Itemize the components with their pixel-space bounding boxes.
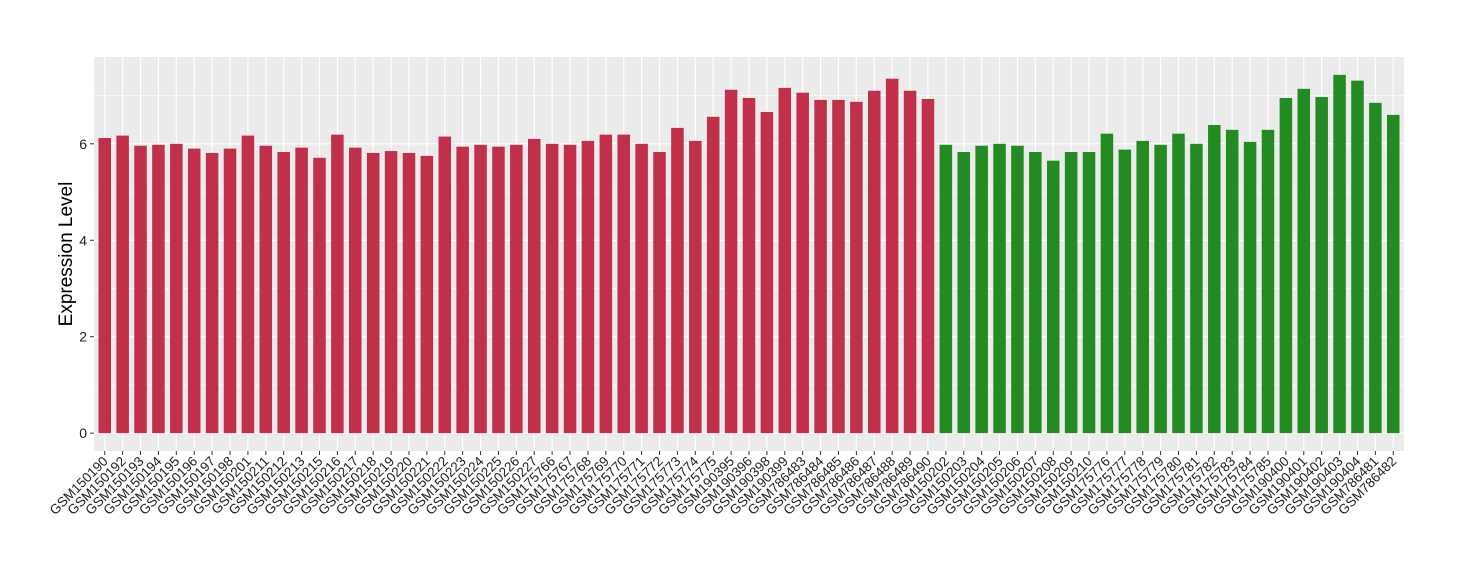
bar-GSM175783 (1225, 129, 1239, 434)
bar-GSM175772 (653, 152, 666, 434)
bar-GSM150203 (957, 152, 971, 434)
bar-GSM175782 (1208, 124, 1221, 434)
bar-GSM150217 (349, 147, 362, 434)
bar-GSM175785 (1261, 129, 1275, 434)
bar-GSM175784 (1243, 141, 1257, 434)
bar-GSM150195 (170, 143, 183, 434)
bar-GSM175773 (671, 127, 684, 434)
bar-GSM150227 (527, 138, 541, 434)
bar-GSM150201 (241, 135, 255, 434)
bar-GSM190401 (1297, 88, 1311, 434)
bar-GSM190396 (742, 97, 756, 434)
bar-GSM150196 (187, 148, 201, 434)
bar-GSM150218 (366, 152, 380, 434)
bar-GSM175780 (1172, 133, 1185, 434)
y-axis-label: Expression Level (56, 182, 77, 327)
bar-GSM150222 (438, 136, 452, 434)
bar-GSM786483 (796, 92, 809, 434)
y-tick-label: 6 (79, 136, 87, 152)
bar-GSM175776 (1100, 133, 1114, 434)
bar-GSM150192 (116, 135, 129, 434)
y-tick-label: 0 (79, 425, 87, 441)
bar-GSM150211 (259, 145, 273, 434)
bar-GSM175774 (689, 140, 702, 434)
bar-GSM150215 (313, 157, 326, 434)
x-axis: GSM150190GSM150192GSM150193GSM150194GSM1… (47, 451, 1399, 518)
bar-GSM786485 (832, 99, 845, 434)
bar-GSM786482 (1386, 114, 1400, 434)
bar-GSM175770 (617, 134, 630, 434)
bar-GSM150213 (295, 147, 308, 434)
y-tick-label: 2 (79, 329, 87, 345)
bar-GSM150220 (402, 152, 416, 434)
bar-GSM150194 (152, 144, 165, 434)
bar-GSM150198 (223, 148, 237, 434)
bar-GSM786487 (868, 90, 881, 434)
bar-GSM190399 (778, 87, 792, 434)
bar-GSM150209 (1064, 152, 1078, 434)
bar-GSM190398 (760, 111, 774, 434)
bar-GSM190403 (1333, 74, 1346, 434)
bar-GSM175777 (1118, 149, 1132, 434)
bar-GSM150224 (474, 144, 487, 434)
bar-GSM190404 (1351, 80, 1364, 434)
bar-GSM150208 (1046, 160, 1060, 434)
bar-GSM150225 (492, 146, 505, 434)
bar-GSM150226 (510, 144, 523, 434)
bar-GSM150205 (993, 143, 1006, 434)
bar-GSM150212 (277, 152, 290, 434)
bar-GSM175778 (1136, 140, 1149, 434)
bar-GSM786488 (885, 78, 899, 434)
bar-GSM786486 (850, 101, 863, 434)
bar-GSM175781 (1190, 143, 1203, 434)
bar-GSM786484 (814, 99, 827, 434)
bar-GSM190395 (724, 89, 738, 434)
bar-GSM786481 (1369, 102, 1382, 434)
bar-GSM190400 (1279, 97, 1293, 434)
bar-GSM150206 (1011, 145, 1024, 434)
bar-GSM175766 (545, 143, 559, 434)
bar-GSM150221 (420, 155, 434, 434)
bar-GSM150197 (205, 152, 219, 434)
bar-GSM175769 (599, 134, 613, 434)
bar-GSM150190 (98, 138, 112, 434)
bar-GSM150204 (975, 145, 988, 434)
bar-GSM175771 (635, 143, 648, 434)
bar-GSM150219 (384, 151, 398, 434)
bar-GSM786489 (903, 90, 917, 434)
bar-GSM175768 (581, 140, 595, 434)
bars (98, 74, 1400, 434)
bar-GSM190402 (1315, 97, 1328, 434)
bar-GSM175767 (563, 144, 577, 434)
bar-GSM150223 (456, 146, 469, 434)
y-tick-label: 4 (79, 232, 87, 248)
bar-GSM150207 (1029, 152, 1042, 434)
bar-GSM175779 (1154, 144, 1167, 434)
bar-GSM786490 (921, 98, 935, 434)
bar-GSM150202 (939, 144, 953, 434)
y-axis: 0 2 4 6 (79, 136, 94, 441)
bar-GSM150193 (134, 145, 147, 434)
bar-GSM150216 (331, 134, 344, 434)
bar-GSM150210 (1082, 152, 1096, 434)
bar-GSM175775 (706, 116, 720, 434)
